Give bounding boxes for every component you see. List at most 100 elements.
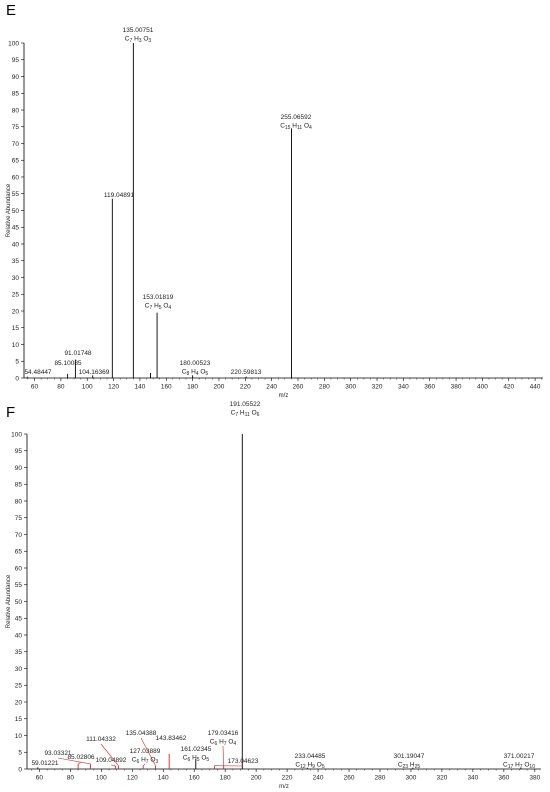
y-tick-label: 70 — [15, 532, 23, 539]
label-leader-line — [222, 745, 224, 766]
x-tick-label: 300 — [406, 775, 417, 782]
panel-label: F — [6, 404, 16, 421]
label-leader-line — [110, 764, 116, 766]
peak-formula: C8 H4 O5 — [182, 369, 209, 378]
peak-formula: C7 H3 O3 — [125, 36, 152, 45]
peak-mz-label: 119.04891 — [104, 192, 135, 199]
peak-mz-label: 161.02345 — [181, 746, 212, 753]
y-tick-label: 35 — [15, 649, 23, 656]
peak-mz-label: 180.00523 — [180, 360, 211, 367]
x-tick-label: 220 — [240, 384, 251, 391]
x-tick-label: 180 — [187, 384, 198, 391]
y-tick-label: 85 — [15, 482, 23, 489]
y-tick-label: 45 — [12, 225, 20, 232]
x-tick-label: 140 — [134, 384, 145, 391]
y-tick-label: 30 — [12, 275, 20, 282]
peak-mz-label: 191.05522 — [230, 401, 261, 408]
peak-mz-label: 143.83462 — [156, 735, 187, 742]
peak-mz-label: 220.59813 — [231, 369, 262, 376]
peak-formula: C17 H7 O10 — [503, 762, 535, 771]
x-tick-label: 180 — [220, 775, 231, 782]
y-tick-label: 45 — [15, 616, 23, 623]
y-tick-label: 70 — [12, 141, 20, 148]
x-tick-label: 280 — [319, 384, 330, 391]
x-tick-label: 200 — [214, 384, 225, 391]
peak-formula: C12 H9 O5 — [295, 762, 324, 771]
x-tick-label: 320 — [436, 775, 447, 782]
x-tick-label: 160 — [161, 384, 172, 391]
y-tick-label: 40 — [15, 632, 23, 639]
x-tick-label: 360 — [498, 775, 509, 782]
y-tick-label: 0 — [18, 766, 22, 773]
y-tick-label: 95 — [15, 448, 23, 455]
x-tick-label: 340 — [398, 384, 409, 391]
peak-mz-label: 85.02806 — [67, 754, 94, 761]
y-tick-label: 80 — [12, 107, 20, 114]
y-tick-label: 65 — [12, 158, 20, 165]
x-tick-label: 260 — [344, 775, 355, 782]
peak-mz-label: 109.04892 — [96, 757, 127, 764]
y-tick-label: 100 — [8, 40, 19, 47]
y-tick-label: 5 — [15, 359, 19, 366]
y-tick-label: 35 — [12, 258, 20, 265]
y-tick-label: 65 — [15, 549, 23, 556]
peak-mz-label: 85.10085 — [54, 360, 81, 367]
y-tick-label: 50 — [12, 208, 20, 215]
x-tick-label: 400 — [477, 384, 488, 391]
y-tick-label: 75 — [12, 124, 20, 131]
x-tick-label: 60 — [36, 775, 44, 782]
peak-formula: C6 H7 O4 — [210, 739, 237, 748]
y-tick-label: 10 — [15, 733, 23, 740]
x-tick-label: 100 — [96, 775, 107, 782]
x-tick-label: 280 — [375, 775, 386, 782]
y-tick-label: 20 — [15, 699, 23, 706]
peak-mz-label: 173.04623 — [228, 758, 259, 765]
peak-formula: C23 H25 — [398, 762, 421, 771]
peak-formula: C7 H11 O6 — [231, 410, 260, 419]
peak-mz-label: 135.04388 — [126, 730, 157, 737]
y-tick-label: 40 — [12, 241, 20, 248]
peak-formula: C6 H7 O3 — [132, 757, 159, 766]
x-tick-label: 240 — [313, 775, 324, 782]
x-tick-label: 160 — [189, 775, 200, 782]
x-tick-label: 380 — [529, 775, 540, 782]
x-tick-label: 380 — [451, 384, 462, 391]
x-tick-label: 200 — [251, 775, 262, 782]
x-tick-label: 80 — [67, 775, 75, 782]
y-tick-label: 25 — [15, 683, 23, 690]
y-tick-label: 30 — [15, 666, 23, 673]
y-tick-label: 90 — [15, 465, 23, 472]
label-leader-line — [142, 763, 146, 766]
label-leader-line — [57, 757, 91, 765]
y-tick-label: 100 — [11, 431, 22, 438]
peak-mz-label: 93.03321 — [44, 750, 71, 757]
x-tick-label: 140 — [158, 775, 169, 782]
peak-mz-label: 301.19047 — [394, 753, 425, 760]
x-axis-title: m/z — [279, 393, 289, 399]
y-tick-label: 10 — [12, 342, 20, 349]
label-leader-line — [100, 743, 119, 766]
label-leader-line — [140, 737, 156, 766]
peak-mz-label: 371.00217 — [504, 753, 535, 760]
x-tick-label: 100 — [82, 384, 93, 391]
x-tick-label: 260 — [293, 384, 304, 391]
x-tick-label: 120 — [127, 775, 138, 782]
peak-mz-label: 127.03889 — [130, 748, 161, 755]
x-tick-label: 340 — [467, 775, 478, 782]
peak-formula: C6 H5 O5 — [183, 755, 210, 764]
y-tick-label: 15 — [15, 716, 23, 723]
peak-mz-label: 179.03416 — [208, 730, 239, 737]
y-tick-label: 25 — [12, 292, 20, 299]
peak-mz-label: 54.48447 — [24, 369, 51, 376]
y-tick-label: 15 — [12, 325, 20, 332]
spectrum-panel-f: F 0 5 10 15 20 25 30 35 40 45 50 55 60 65 70 75 80 85 90 95… — [0, 400, 550, 792]
peak-formula: C7 H5 O4 — [145, 303, 172, 312]
y-axis-title: Relative Abundance — [6, 183, 12, 237]
peak-mz-label: 233.04485 — [295, 753, 326, 760]
peak-mz-label: 153.01819 — [143, 294, 174, 301]
mass-spectrum-chart: 0 5 10 15 20 25 30 35 40 45 50 55 60 65 70 75 80 85 90 95 10… — [6, 401, 541, 790]
y-tick-label: 90 — [12, 74, 20, 81]
y-tick-label: 85 — [12, 91, 20, 98]
x-tick-label: 300 — [345, 384, 356, 391]
x-tick-label: 120 — [108, 384, 119, 391]
